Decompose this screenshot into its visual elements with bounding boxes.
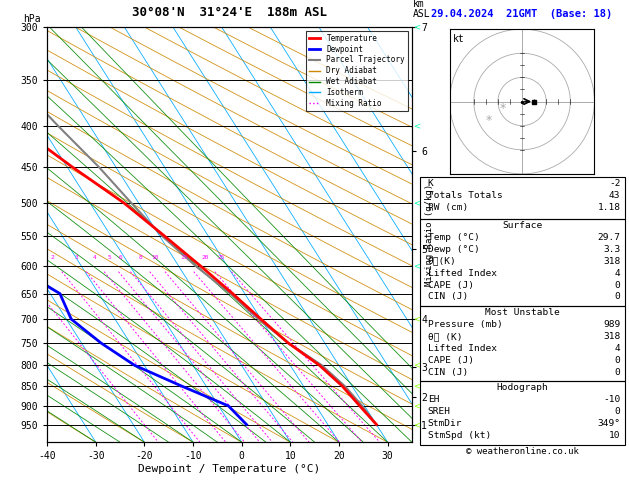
- Text: <: <: [413, 420, 420, 429]
- Text: 0: 0: [615, 356, 620, 364]
- Text: Temp (°C): Temp (°C): [428, 233, 479, 242]
- Bar: [420, 306, 625, 382]
- Text: *: *: [485, 114, 491, 127]
- Text: Mixing Ratio (g/kg): Mixing Ratio (g/kg): [425, 183, 434, 286]
- Text: 29.04.2024  21GMT  (Base: 18): 29.04.2024 21GMT (Base: 18): [431, 9, 613, 19]
- Legend: Temperature, Dewpoint, Parcel Trajectory, Dry Adiabat, Wet Adiabat, Isotherm, Mi: Temperature, Dewpoint, Parcel Trajectory…: [306, 31, 408, 111]
- Text: θᴀ(K): θᴀ(K): [428, 257, 457, 266]
- Bar: [420, 219, 625, 306]
- Text: <: <: [413, 22, 420, 31]
- Text: 5: 5: [107, 255, 111, 260]
- Text: km
ASL: km ASL: [413, 0, 431, 19]
- Text: hPa: hPa: [23, 14, 41, 24]
- Text: 318: 318: [603, 257, 620, 266]
- Text: 4: 4: [93, 255, 97, 260]
- Text: © weatheronline.co.uk: © weatheronline.co.uk: [465, 447, 579, 456]
- Text: 0: 0: [615, 280, 620, 290]
- Text: 3.3: 3.3: [603, 245, 620, 254]
- Text: <: <: [413, 361, 420, 370]
- Text: Totals Totals: Totals Totals: [428, 191, 503, 200]
- Text: θᴄ (K): θᴄ (K): [428, 332, 462, 341]
- Text: 3: 3: [75, 255, 79, 260]
- Text: Lifted Index: Lifted Index: [428, 344, 497, 353]
- Text: 0: 0: [615, 367, 620, 377]
- Text: kt: kt: [453, 34, 464, 44]
- Text: Lifted Index: Lifted Index: [428, 269, 497, 278]
- Text: 1.18: 1.18: [598, 203, 620, 212]
- Text: <: <: [413, 382, 420, 391]
- Text: Hodograph: Hodograph: [496, 383, 548, 392]
- Text: K: K: [428, 179, 433, 189]
- Text: 4: 4: [615, 344, 620, 353]
- Text: 25: 25: [218, 255, 225, 260]
- Text: Most Unstable: Most Unstable: [485, 308, 559, 317]
- Text: -10: -10: [603, 395, 620, 404]
- Text: <: <: [413, 122, 420, 131]
- Text: StmDir: StmDir: [428, 419, 462, 428]
- Text: 989: 989: [603, 320, 620, 329]
- Text: 10: 10: [152, 255, 159, 260]
- Bar: [420, 382, 625, 445]
- Text: 8: 8: [138, 255, 142, 260]
- Text: *: *: [499, 102, 506, 115]
- Text: -2: -2: [609, 179, 620, 189]
- Text: CAPE (J): CAPE (J): [428, 280, 474, 290]
- Text: PW (cm): PW (cm): [428, 203, 468, 212]
- Text: 43: 43: [609, 191, 620, 200]
- Text: 30°08'N  31°24'E  188m ASL: 30°08'N 31°24'E 188m ASL: [132, 6, 327, 19]
- Text: StmSpd (kt): StmSpd (kt): [428, 431, 491, 440]
- Text: 4: 4: [615, 269, 620, 278]
- Text: 349°: 349°: [598, 419, 620, 428]
- Text: 20: 20: [201, 255, 209, 260]
- Text: 0: 0: [615, 293, 620, 301]
- Text: 6: 6: [119, 255, 123, 260]
- Text: EH: EH: [428, 395, 439, 404]
- Text: SREH: SREH: [428, 407, 451, 416]
- Text: 10: 10: [609, 431, 620, 440]
- Text: 0: 0: [615, 407, 620, 416]
- Text: Surface: Surface: [502, 221, 542, 230]
- Text: Dewp (°C): Dewp (°C): [428, 245, 479, 254]
- Text: CIN (J): CIN (J): [428, 367, 468, 377]
- Text: <: <: [413, 261, 420, 270]
- Text: <: <: [413, 401, 420, 410]
- X-axis label: Dewpoint / Temperature (°C): Dewpoint / Temperature (°C): [138, 464, 321, 474]
- Text: CAPE (J): CAPE (J): [428, 356, 474, 364]
- Text: Pressure (mb): Pressure (mb): [428, 320, 503, 329]
- Bar: [420, 177, 625, 219]
- Text: CIN (J): CIN (J): [428, 293, 468, 301]
- Text: <: <: [413, 199, 420, 208]
- Text: <: <: [413, 314, 420, 324]
- Text: 318: 318: [603, 332, 620, 341]
- Text: 29.7: 29.7: [598, 233, 620, 242]
- Text: 2: 2: [51, 255, 54, 260]
- Text: 15: 15: [181, 255, 187, 260]
